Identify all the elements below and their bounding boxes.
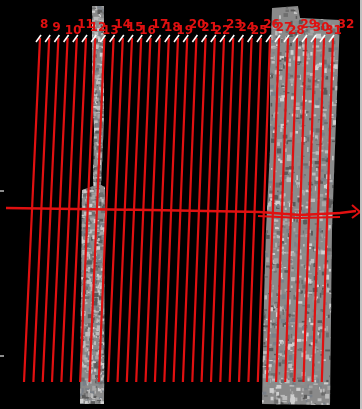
scan-line-marker	[53, 34, 61, 43]
scan-line-marker	[182, 34, 189, 43]
scan-line-marker	[99, 34, 107, 43]
scan-line-label: 12	[90, 20, 107, 34]
scan-line-marker	[35, 34, 42, 43]
scan-line-label: 18	[164, 20, 181, 34]
scan-line-labels: 8 9 10111213141516171819202122232425262728…	[40, 17, 354, 37]
scan-line-label: 19	[176, 23, 193, 37]
scan-line-marker	[154, 34, 162, 43]
vertical-scan-line	[275, 37, 290, 383]
scan-line-marker	[246, 34, 254, 43]
scan-line-marker	[191, 34, 199, 43]
scan-line-label: 11	[77, 17, 94, 31]
vertical-scan-line	[228, 37, 244, 383]
scan-line-label: 13	[102, 23, 119, 37]
vertical-scan-line	[219, 37, 235, 383]
scan-line-marker	[237, 34, 245, 43]
scan-line-label: 28	[288, 23, 305, 37]
scan-line-marker	[228, 34, 235, 43]
vertical-scan-line	[284, 37, 299, 383]
vertical-scan-line	[41, 37, 60, 383]
viewport-right-border	[360, 0, 362, 409]
horizontal-scan-line-path	[5, 206, 357, 217]
scan-line-marker	[292, 34, 299, 43]
left-edge-tick	[0, 190, 4, 192]
scan-line-marker	[44, 34, 51, 43]
scan-line-marker	[145, 34, 153, 43]
scan-line-marker	[81, 34, 88, 43]
scan-line-marker	[164, 34, 171, 43]
scan-line-label: 30	[313, 20, 330, 34]
vertical-scan-line	[320, 37, 335, 383]
scan-line-marker	[283, 34, 290, 43]
scan-line-label: 31	[325, 23, 342, 37]
scan-line-label: 23	[226, 17, 243, 31]
scan-line-marker	[118, 34, 125, 43]
scan-line-marker	[274, 34, 281, 43]
scan-line-label: 27	[276, 20, 293, 34]
vertical-scan-line	[50, 37, 69, 383]
scan-line-label: 20	[189, 17, 206, 31]
scan-line-label: 25	[251, 23, 268, 37]
scan-line-marker	[210, 34, 217, 43]
vertical-scan-line	[302, 37, 317, 383]
scan-line-marker	[256, 34, 263, 43]
scan-line-marker	[127, 34, 134, 43]
scan-line-label: 32	[338, 17, 355, 31]
scan-line-marker	[173, 34, 180, 43]
scan-line-marker	[219, 34, 226, 43]
scan-line-label: 21	[201, 20, 218, 34]
vertical-scan-line	[311, 37, 326, 383]
scan-line-label: 24	[238, 20, 255, 34]
vertical-scan-line	[293, 37, 308, 383]
scan-line-marker	[301, 34, 308, 43]
scan-line-marker	[200, 34, 208, 43]
vertical-scan-line	[256, 37, 272, 383]
vertical-scan-line	[237, 37, 253, 383]
scan-line-label: 17	[152, 17, 169, 31]
vertical-scan-line	[247, 37, 262, 383]
scan-line-label: 22	[214, 23, 231, 37]
scan-line-marker	[62, 34, 70, 43]
scan-line-label: 26	[263, 17, 280, 31]
scan-line-marker	[90, 34, 97, 43]
vertical-scan-line	[22, 37, 42, 383]
scan-line-marker	[319, 34, 326, 43]
scan-line-marker	[310, 34, 317, 43]
scan-line-marker	[72, 34, 79, 43]
scan-line-marker	[108, 34, 116, 43]
scan-line-marker	[265, 34, 272, 43]
scan-line-label: 15	[127, 20, 144, 34]
horizontal-scan-line-secondary	[257, 215, 341, 220]
scan-line-label: 14	[114, 17, 131, 31]
left-edge-tick	[0, 355, 4, 357]
scan-line-label: 8	[40, 17, 48, 31]
scan-line-label: 9	[52, 20, 60, 34]
scan-line-label: 10	[65, 23, 82, 37]
vertical-scan-line	[32, 37, 51, 383]
scan-line-marker	[136, 34, 143, 43]
scan-line-label: 16	[139, 23, 156, 37]
scan-line-marker	[328, 34, 335, 43]
scan-line-label: 29	[300, 17, 317, 31]
vertical-scan-lines	[22, 34, 335, 383]
vertical-scan-line	[265, 37, 281, 383]
